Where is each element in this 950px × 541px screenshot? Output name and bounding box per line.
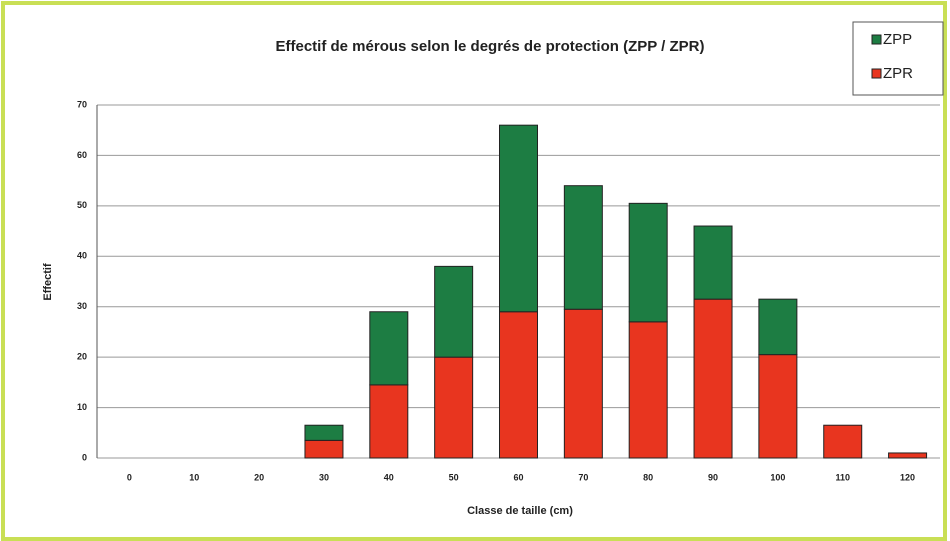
- y-axis-label: Effectif: [42, 263, 54, 301]
- bar-segment: [434, 265, 474, 358]
- bar-segment: [758, 354, 798, 459]
- bar-segment: [304, 424, 344, 441]
- x-tick-label: 20: [254, 472, 264, 482]
- legend: [852, 21, 944, 96]
- y-tick-label: 60: [77, 150, 87, 160]
- legend-swatch: [871, 34, 882, 45]
- y-tick-label: 20: [77, 352, 87, 362]
- bar-segment: [499, 124, 538, 313]
- bar-segment: [563, 308, 603, 459]
- x-axis-label: Classe de taille (cm): [467, 505, 573, 517]
- bar-segment: [693, 225, 733, 300]
- bar-segment: [434, 356, 474, 459]
- x-tick-label: 60: [513, 472, 523, 482]
- x-tick-label: 10: [189, 472, 199, 482]
- bar-segment: [693, 298, 733, 459]
- legend-swatch: [871, 68, 882, 79]
- x-tick-label: 30: [319, 472, 329, 482]
- bar-segment: [304, 439, 344, 459]
- bar-segment: [628, 202, 668, 323]
- y-tick-label: 10: [77, 402, 87, 412]
- x-tick-label: 50: [449, 472, 459, 482]
- x-tick-label: 0: [127, 472, 132, 482]
- y-tick-label: 40: [77, 251, 87, 261]
- y-tick-label: 50: [77, 200, 87, 210]
- y-tick-label: 70: [77, 99, 87, 109]
- x-tick-label: 100: [770, 472, 785, 482]
- x-tick-label: 80: [643, 472, 653, 482]
- bar-segment: [369, 384, 409, 459]
- legend-label: ZPR: [883, 65, 913, 82]
- chart-title: Effectif de mérous selon le degrés de pr…: [276, 38, 705, 55]
- bar-segment: [758, 298, 798, 356]
- bar-segment: [823, 424, 863, 459]
- bar-segment: [499, 311, 538, 459]
- bar-segment: [628, 321, 668, 459]
- x-tick-label: 70: [578, 472, 588, 482]
- y-tick-label: 30: [77, 301, 87, 311]
- x-tick-label: 90: [708, 472, 718, 482]
- y-tick-label: 0: [82, 452, 87, 462]
- bar-segment: [369, 311, 409, 386]
- legend-label: ZPP: [883, 31, 912, 48]
- x-tick-label: 120: [900, 472, 915, 482]
- x-tick-label: 110: [835, 472, 850, 482]
- bar-segment: [563, 185, 603, 310]
- bar-segment: [888, 452, 928, 459]
- x-tick-label: 40: [384, 472, 394, 482]
